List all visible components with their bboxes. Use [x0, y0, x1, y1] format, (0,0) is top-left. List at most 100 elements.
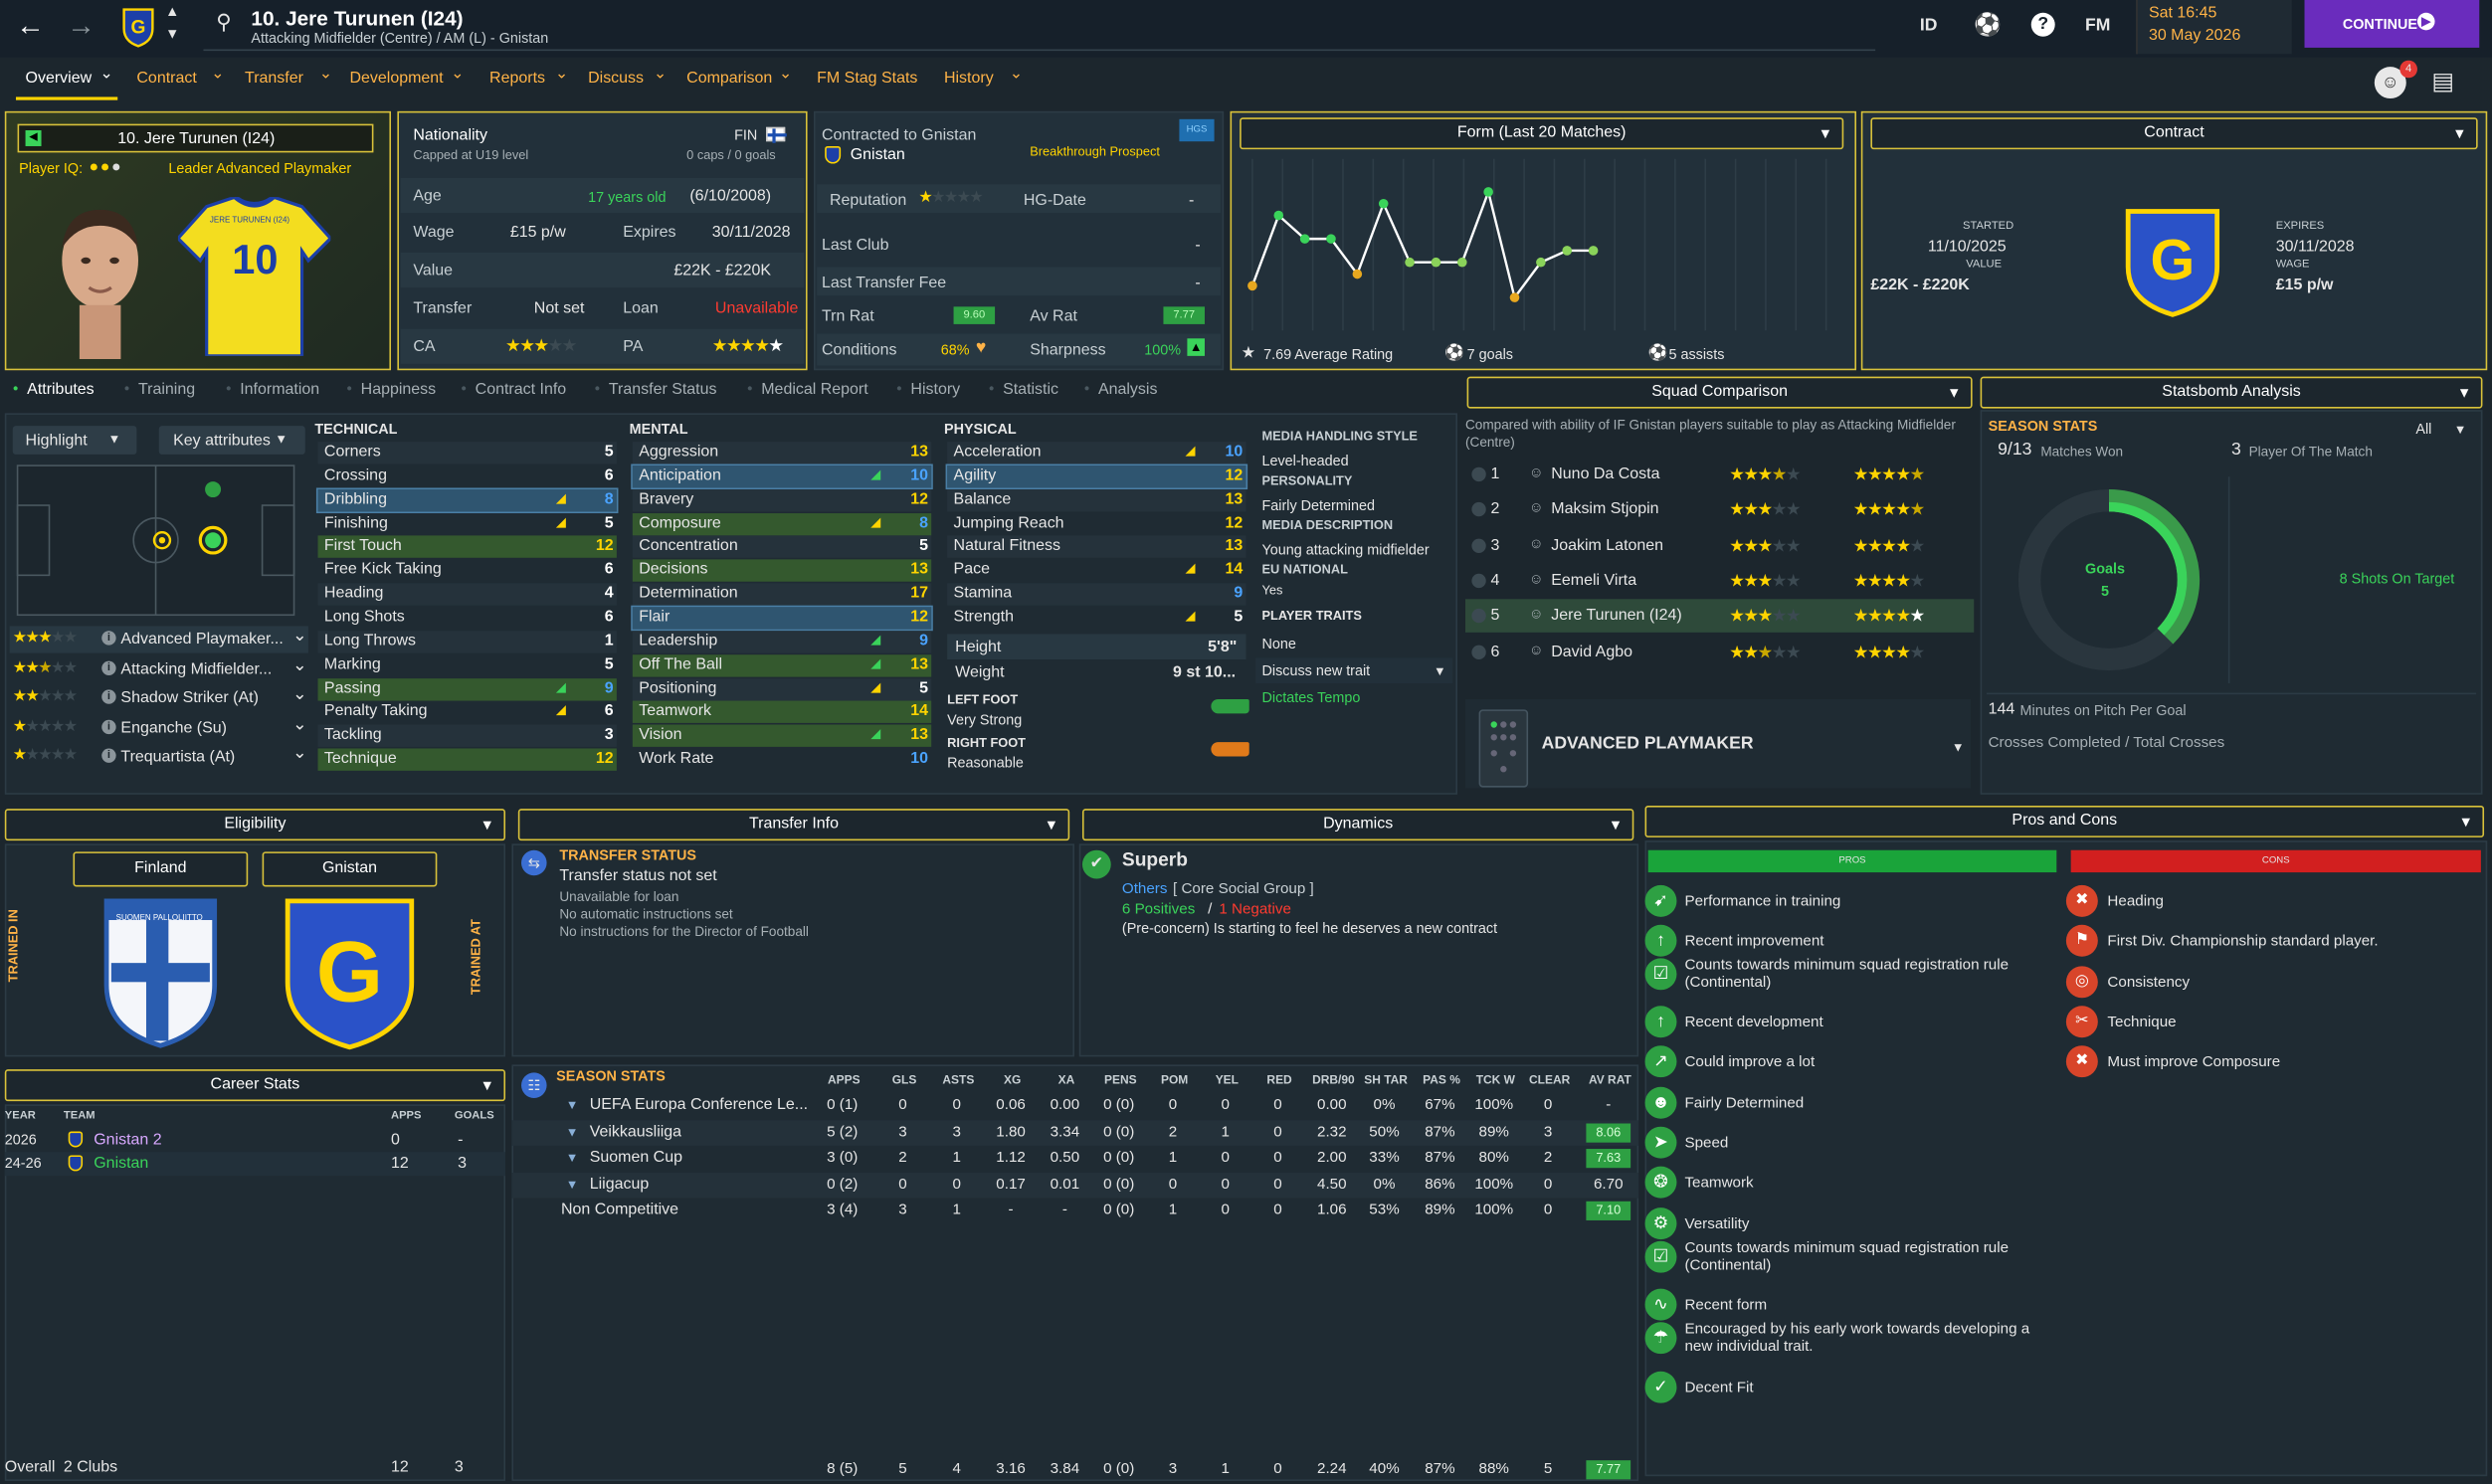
- attr-row-acceleration[interactable]: Acceleration 10 ◢: [947, 442, 1246, 464]
- attr-row-marking[interactable]: Marking 5: [318, 654, 617, 676]
- season-header-pom[interactable]: POM: [1160, 1072, 1189, 1087]
- chevron-down-icon[interactable]: ⌄: [291, 743, 307, 763]
- subtab-history[interactable]: History: [910, 381, 961, 399]
- search-bar[interactable]: [203, 3, 1876, 52]
- competition-name[interactable]: Liigacup: [589, 1175, 650, 1194]
- competition-name[interactable]: Veikkausliiga: [589, 1122, 682, 1141]
- info-icon[interactable]: i: [101, 659, 116, 675]
- form-point[interactable]: [1247, 280, 1257, 291]
- season-row[interactable]: Non Competitive 3 (4) 3 1 - - 0 (0) 1 0 0 1.06 53% 8…: [511, 1199, 1638, 1224]
- squad-row[interactable]: 2 ☺ Maksim Stjopin ★★★★★ ★★★★★: [1465, 493, 1974, 527]
- dynamics-dropdown[interactable]: Dynamics ▼: [1081, 809, 1634, 841]
- season-header-gls[interactable]: GLS: [891, 1072, 917, 1087]
- season-header-yel[interactable]: YEL: [1215, 1072, 1240, 1087]
- attr-row-crossing[interactable]: Crossing 6: [318, 465, 617, 487]
- chevron-down-icon[interactable]: ⌄: [291, 655, 307, 675]
- pros-cons-dropdown[interactable]: Pros and Cons ▼: [1644, 805, 2485, 837]
- season-header-pens[interactable]: PENS: [1103, 1072, 1137, 1087]
- attr-row-jumping-reach[interactable]: Jumping Reach 12: [947, 512, 1246, 534]
- subtab-happiness[interactable]: Happiness: [360, 381, 437, 399]
- season-header-drb-90[interactable]: DRB/90: [1312, 1072, 1355, 1087]
- subtab-training[interactable]: Training: [137, 381, 196, 399]
- chevron-down-icon[interactable]: ⌄: [291, 626, 307, 646]
- role-row[interactable]: ★★★★★ i Attacking Midfielder... ⌄: [10, 655, 308, 682]
- statsbomb-dropdown[interactable]: Statsbomb Analysis ▼: [1980, 376, 2483, 409]
- season-stats-link[interactable]: SEASON STATS: [1988, 418, 2098, 435]
- attr-row-dribbling[interactable]: Dribbling 8 ◢: [315, 486, 619, 513]
- role-row[interactable]: ★★★★★ i Advanced Playmaker... ⌄: [9, 626, 308, 653]
- career-row[interactable]: 2026 Gnistan 2 0 -: [5, 1128, 505, 1152]
- season-row[interactable]: ▼ Veikkausliiga 5 (2) 3 3 1.80 3.34 0 (0) 2 1 0 2.3…: [511, 1119, 1639, 1146]
- info-icon[interactable]: i: [101, 718, 116, 734]
- filter-label[interactable]: All: [2415, 421, 2432, 438]
- nav-reports[interactable]: Reports: [489, 70, 546, 88]
- form-point[interactable]: [1326, 234, 1336, 244]
- season-header-av-rat[interactable]: AV RAT: [1588, 1072, 1631, 1087]
- date-box[interactable]: [2136, 0, 2292, 55]
- attr-row-tackling[interactable]: Tackling 3: [317, 724, 617, 748]
- competition-name[interactable]: UEFA Europa Conference Le...: [589, 1096, 809, 1114]
- role-row[interactable]: ★★★★★ i Shadow Striker (At) ⌄: [10, 685, 308, 712]
- attr-row-strength[interactable]: Strength 5 ◢: [947, 607, 1246, 629]
- info-icon[interactable]: i: [101, 748, 116, 763]
- subtab-attributes[interactable]: Attributes: [27, 381, 95, 399]
- attr-row-passing[interactable]: Passing 9 ◢: [317, 677, 617, 700]
- attr-row-vision[interactable]: Vision 13 ◢: [632, 724, 932, 748]
- attr-row-first-touch[interactable]: First Touch 12: [317, 536, 617, 559]
- attr-row-penalty-taking[interactable]: Penalty Taking 6 ◢: [318, 701, 617, 723]
- competition-name[interactable]: Non Competitive: [560, 1202, 679, 1219]
- season-header-sh-tar[interactable]: SH TAR: [1364, 1072, 1408, 1087]
- form-point[interactable]: [1483, 187, 1493, 197]
- season-row[interactable]: ▼ Liigacup 0 (2) 0 0 0.17 0.01 0 (0) 0 0 0 4.50 0% 86…: [511, 1172, 1639, 1199]
- season-header-tck-w[interactable]: TCK W: [1475, 1072, 1515, 1087]
- form-point[interactable]: [1299, 234, 1310, 244]
- chevron-up-icon[interactable]: ▲: [165, 3, 180, 20]
- attr-row-technique[interactable]: Technique 12: [317, 748, 617, 771]
- subtab-medical-report[interactable]: Medical Report: [761, 381, 868, 399]
- eligibility-dropdown[interactable]: Eligibility ▼: [4, 809, 506, 841]
- career-team[interactable]: Gnistan: [94, 1155, 149, 1174]
- attr-row-determination[interactable]: Determination 17: [632, 583, 932, 606]
- attr-row-flair[interactable]: Flair 12: [631, 605, 933, 632]
- fm-button[interactable]: FM: [2085, 15, 2111, 36]
- form-point[interactable]: [1562, 246, 1573, 256]
- form-point[interactable]: [1509, 292, 1520, 302]
- attr-row-natural-fitness[interactable]: Natural Fitness 13: [947, 536, 1246, 559]
- attr-row-positioning[interactable]: Positioning 5 ◢: [632, 677, 932, 700]
- radio-icon[interactable]: [1471, 644, 1486, 659]
- key-attributes-dropdown[interactable]: [158, 426, 305, 455]
- subtab-statistic[interactable]: Statistic: [1003, 381, 1059, 399]
- transfer-status-link[interactable]: TRANSFER STATUS: [559, 846, 697, 863]
- chevron-down-icon[interactable]: ⌄: [291, 714, 307, 734]
- attr-row-leadership[interactable]: Leadership 9 ◢: [632, 630, 932, 653]
- continue-button[interactable]: [2304, 0, 2480, 48]
- squad-row[interactable]: 4 ☺ Eemeli Virta ★★★★★ ★★★★★: [1465, 564, 1974, 598]
- season-header-xg[interactable]: XG: [1004, 1072, 1022, 1087]
- form-point[interactable]: [1378, 198, 1389, 209]
- transfer-info-dropdown[interactable]: Transfer Info ▼: [517, 809, 1070, 841]
- monitor-icon[interactable]: ▤: [2431, 68, 2454, 95]
- season-stats-title[interactable]: SEASON STATS: [556, 1067, 666, 1084]
- subtab-information[interactable]: Information: [240, 381, 320, 399]
- attr-row-heading[interactable]: Heading 4: [317, 583, 617, 606]
- chevron-down-icon[interactable]: ▼: [165, 25, 180, 42]
- attr-row-teamwork[interactable]: Teamwork 14: [632, 701, 932, 724]
- attr-row-bravery[interactable]: Bravery 12: [632, 488, 932, 511]
- form-dropdown[interactable]: Form (Last 20 Matches) ▼: [1240, 117, 1844, 150]
- nav-overview[interactable]: Overview: [25, 70, 93, 88]
- role-row[interactable]: ★★★★★ i Trequartista (At) ⌄: [10, 744, 308, 771]
- radio-icon[interactable]: [1471, 502, 1486, 517]
- form-point[interactable]: [1456, 257, 1467, 268]
- attr-row-long-throws[interactable]: Long Throws 1: [317, 630, 617, 653]
- subtab-contract-info[interactable]: Contract Info: [475, 381, 567, 399]
- subtab-transfer-status[interactable]: Transfer Status: [608, 381, 717, 399]
- career-team[interactable]: Gnistan 2: [94, 1131, 162, 1150]
- nav-fm-stag-stats[interactable]: FM Stag Stats: [817, 70, 918, 88]
- nav-comparison[interactable]: Comparison: [686, 70, 773, 88]
- career-stats-dropdown[interactable]: Career Stats ▼: [4, 1069, 506, 1102]
- attr-row-work-rate[interactable]: Work Rate 10: [633, 749, 931, 771]
- form-point[interactable]: [1431, 257, 1441, 268]
- squad-row[interactable]: 1 ☺ Nuno Da Costa ★★★★★ ★★★★★: [1465, 458, 1974, 491]
- nav-contract[interactable]: Contract: [136, 70, 197, 88]
- attr-row-anticipation[interactable]: Anticipation 10 ◢: [631, 464, 933, 489]
